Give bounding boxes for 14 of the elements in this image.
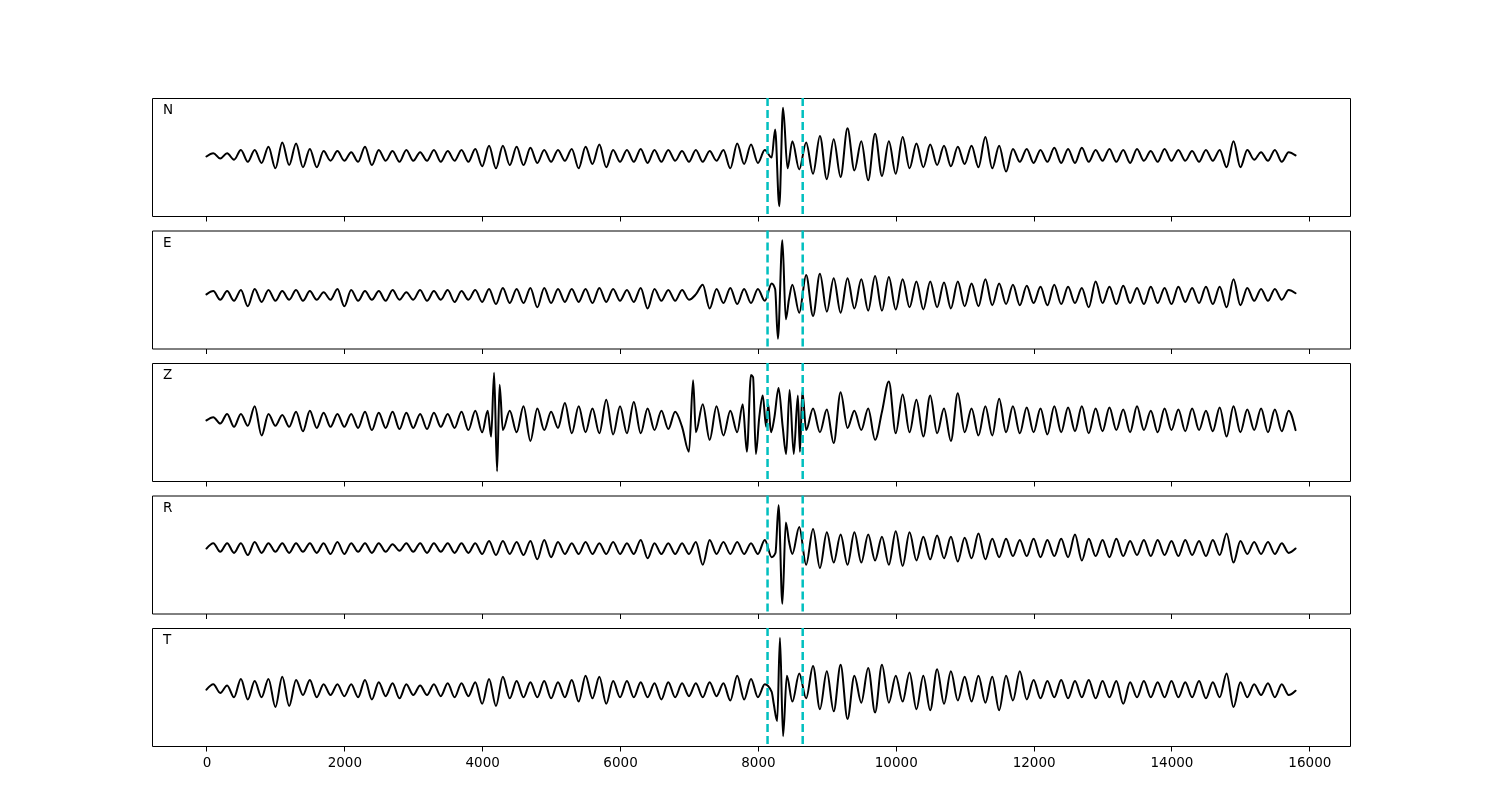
- x-tick-label: 12000: [1012, 753, 1056, 770]
- x-tick-label: 14000: [1150, 753, 1194, 770]
- x-tick-label: 10000: [874, 753, 918, 770]
- x-tick-label: 16000: [1288, 753, 1332, 770]
- chart-title: N: [163, 101, 174, 117]
- x-tick-label: 8000: [741, 753, 776, 770]
- chart-title: Z: [163, 366, 173, 382]
- chart-title: T: [162, 631, 172, 647]
- x-tick-label: 4000: [465, 753, 500, 770]
- chart-title: R: [163, 498, 173, 515]
- x-tick-label: 2000: [327, 753, 362, 770]
- chart-title: E: [163, 233, 172, 250]
- x-tick-label: 0: [202, 753, 212, 770]
- x-tick-label: 6000: [603, 753, 638, 770]
